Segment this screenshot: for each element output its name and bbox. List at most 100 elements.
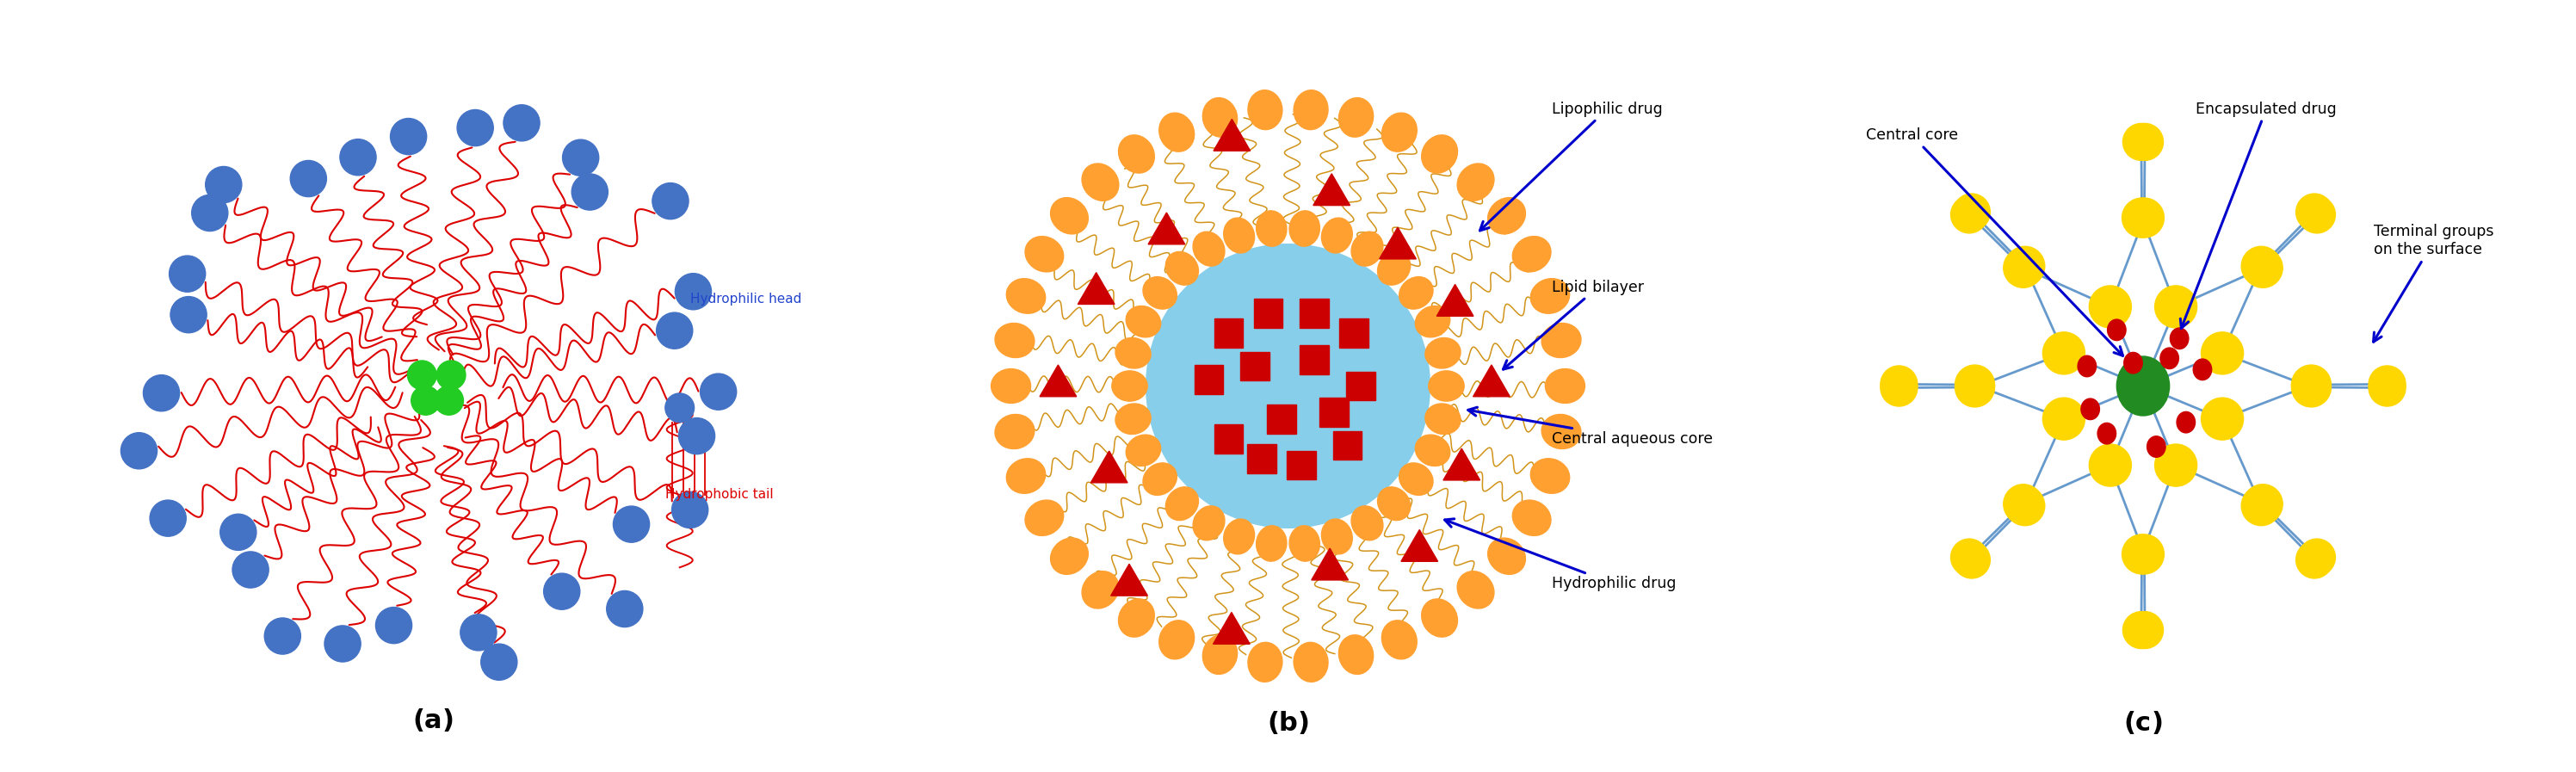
Polygon shape (1213, 319, 1244, 347)
Ellipse shape (994, 415, 1036, 449)
Ellipse shape (2107, 320, 2125, 340)
Circle shape (2370, 369, 2406, 406)
Ellipse shape (1340, 635, 1373, 674)
Ellipse shape (1203, 98, 1236, 137)
Ellipse shape (2169, 328, 2190, 349)
Ellipse shape (1224, 218, 1255, 253)
Ellipse shape (1167, 487, 1198, 520)
Circle shape (2123, 611, 2159, 648)
Ellipse shape (992, 369, 1030, 403)
Text: Encapsulated drug: Encapsulated drug (2179, 101, 2336, 328)
Ellipse shape (1352, 232, 1383, 266)
Ellipse shape (1193, 232, 1224, 266)
Ellipse shape (1167, 252, 1198, 285)
Polygon shape (1314, 174, 1350, 205)
Polygon shape (1285, 451, 1316, 479)
Text: Terminal groups
on the surface: Terminal groups on the surface (2372, 224, 2494, 342)
Polygon shape (1332, 431, 1363, 460)
Circle shape (121, 432, 157, 469)
Circle shape (1146, 244, 1430, 528)
Circle shape (2293, 367, 2331, 407)
Polygon shape (1443, 449, 1481, 480)
Circle shape (340, 139, 376, 175)
Circle shape (232, 552, 268, 588)
Circle shape (456, 110, 495, 146)
Polygon shape (1401, 530, 1437, 561)
Ellipse shape (1381, 621, 1417, 659)
Circle shape (2089, 444, 2130, 486)
Text: Hydrophilic head: Hydrophilic head (690, 293, 801, 306)
Ellipse shape (2161, 347, 2179, 369)
Circle shape (562, 140, 598, 176)
Circle shape (2370, 366, 2406, 403)
Ellipse shape (2081, 398, 2099, 420)
Circle shape (2004, 486, 2045, 526)
Ellipse shape (1422, 599, 1458, 637)
Polygon shape (1110, 564, 1146, 596)
Circle shape (1953, 541, 1991, 578)
Ellipse shape (2146, 436, 2166, 457)
Polygon shape (1242, 352, 1270, 381)
Polygon shape (1378, 227, 1417, 259)
Ellipse shape (1489, 538, 1525, 574)
Circle shape (1950, 196, 1989, 233)
Ellipse shape (1159, 621, 1195, 659)
Polygon shape (1090, 451, 1128, 482)
Circle shape (572, 174, 608, 210)
Circle shape (1955, 367, 1994, 407)
Circle shape (325, 625, 361, 662)
Ellipse shape (1489, 198, 1525, 234)
Ellipse shape (1203, 635, 1236, 674)
Ellipse shape (1378, 252, 1409, 285)
Ellipse shape (1247, 642, 1283, 682)
Ellipse shape (2192, 359, 2213, 380)
Circle shape (412, 386, 440, 415)
Ellipse shape (1430, 371, 1463, 401)
Circle shape (665, 393, 693, 422)
Circle shape (502, 105, 541, 141)
Polygon shape (1267, 405, 1296, 434)
Ellipse shape (2125, 352, 2143, 374)
Ellipse shape (1530, 459, 1569, 493)
Ellipse shape (1425, 404, 1461, 434)
Circle shape (675, 273, 711, 310)
Ellipse shape (1257, 211, 1285, 246)
Ellipse shape (1144, 463, 1177, 495)
Circle shape (392, 118, 428, 154)
Circle shape (2125, 198, 2164, 238)
Circle shape (2154, 444, 2197, 486)
Circle shape (2298, 539, 2336, 576)
Circle shape (144, 375, 180, 411)
Ellipse shape (1144, 277, 1177, 309)
Circle shape (219, 514, 258, 550)
Polygon shape (1301, 345, 1329, 374)
Ellipse shape (1159, 113, 1195, 151)
Polygon shape (1149, 212, 1185, 244)
Circle shape (2125, 534, 2164, 574)
Text: Central core: Central core (1865, 127, 2123, 356)
Circle shape (2004, 484, 2043, 524)
Circle shape (191, 195, 227, 231)
Ellipse shape (1082, 164, 1118, 201)
Polygon shape (1347, 371, 1376, 401)
Circle shape (2125, 124, 2164, 161)
Ellipse shape (1115, 338, 1151, 368)
Circle shape (482, 644, 518, 680)
Circle shape (265, 618, 301, 654)
Polygon shape (1213, 425, 1244, 453)
Circle shape (2200, 332, 2244, 374)
Ellipse shape (1293, 642, 1329, 682)
Ellipse shape (1530, 279, 1569, 313)
Ellipse shape (1540, 415, 1582, 449)
Ellipse shape (1414, 306, 1450, 337)
Ellipse shape (1051, 538, 1087, 574)
Ellipse shape (1540, 323, 1582, 357)
Ellipse shape (1025, 236, 1064, 272)
Circle shape (1950, 539, 1989, 576)
Polygon shape (1213, 119, 1249, 151)
Ellipse shape (1118, 599, 1154, 637)
Circle shape (291, 161, 327, 197)
Ellipse shape (1247, 90, 1283, 130)
Circle shape (2241, 246, 2280, 286)
Polygon shape (1311, 548, 1347, 580)
